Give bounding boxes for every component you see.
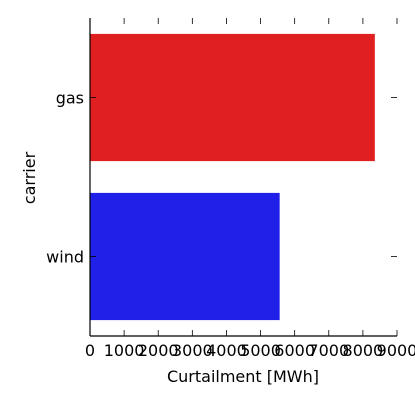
x-tick-label-3000: 3000 [172,341,213,360]
x-tick-label-0: 0 [85,341,95,360]
y-tick-label-wind: wind [46,248,84,267]
bar-gas [90,33,375,162]
spines-layer [89,18,397,337]
x-tick-label-2000: 2000 [138,341,179,360]
y-axis-label: carrier [20,151,39,204]
x-tick-label-7000: 7000 [308,341,349,360]
x-tick-label-9000: 9000 [377,341,415,360]
ticks-layer: gas wind 0 10002000300040005000600070008000… [46,18,415,360]
x-tick-label-5000: 5000 [240,341,281,360]
bars-layer [90,33,375,321]
x-tick-label-1000: 1000 [104,341,145,360]
x-tick-label-8000: 8000 [343,341,384,360]
x-axis-label: Curtailment [MWh] [167,367,319,386]
x-tick-label-6000: 6000 [274,341,315,360]
labels-layer: Curtailment [MWh] carrier [20,151,319,386]
y-tick-label-gas: gas [56,89,84,108]
bar-wind [90,192,280,321]
x-tick-label-4000: 4000 [206,341,247,360]
